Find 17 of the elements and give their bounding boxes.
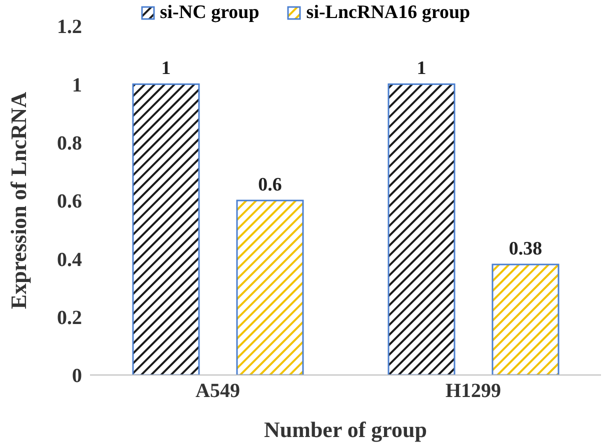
x-axis-title: Number of group (264, 417, 427, 442)
x-tick-label: H1299 (445, 380, 502, 402)
y-tick-label: 1.2 (57, 16, 82, 38)
y-tick-label: 1 (72, 74, 82, 96)
y-tick-label: 0.4 (57, 248, 82, 271)
y-tick-label: 0 (72, 365, 82, 388)
legend-label: si-NC group (160, 2, 260, 24)
data-label: 1 (161, 58, 171, 80)
data-label: 0.38 (508, 238, 542, 260)
x-tick-label: A549 (196, 380, 240, 402)
data-label: 1 (416, 58, 426, 80)
y-tick-label: 0.2 (57, 306, 82, 329)
legend-label: si-LncRNA16 group (306, 2, 470, 24)
y-tick-label: 0.6 (57, 190, 82, 213)
y-tick-label: 0.8 (57, 132, 82, 154)
data-label: 0.6 (258, 174, 282, 196)
y-axis-title: Expression of LncRNA (6, 92, 31, 310)
